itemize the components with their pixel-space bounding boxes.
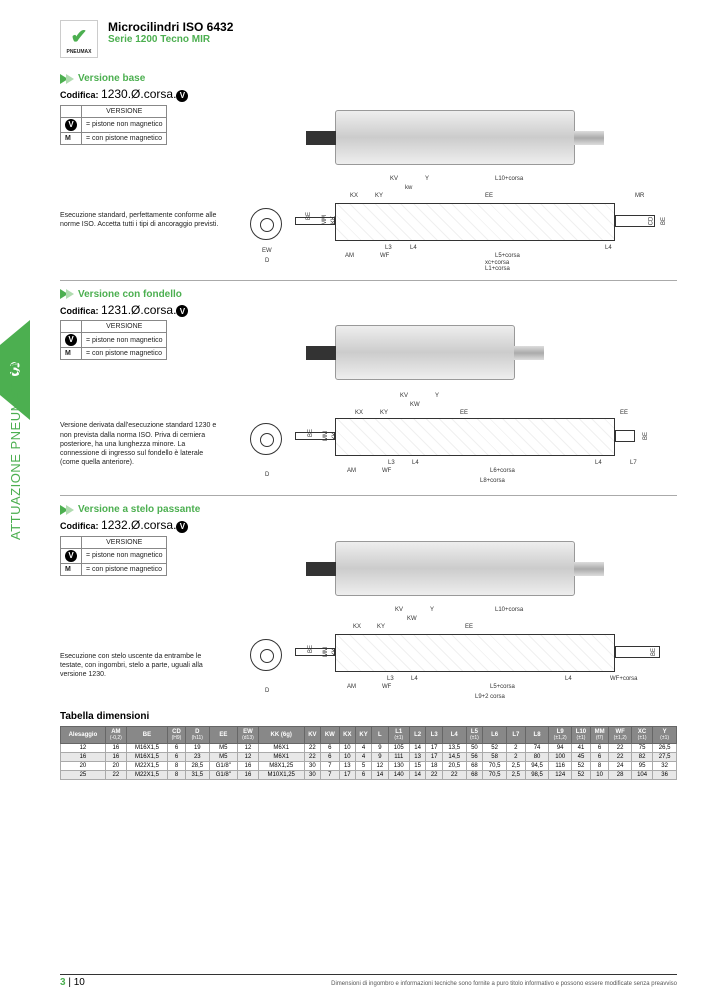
table-header: L5(±1) [466, 726, 483, 743]
brand-logo: ✔ PNEUMAX [60, 20, 98, 58]
page-subtitle: Serie 1200 Tecno MIR [108, 34, 233, 45]
section-title: Versione con fondello [78, 289, 182, 300]
v-badge-icon: V [176, 90, 188, 102]
section-description: Versione derivata dall'esecuzione standa… [60, 421, 220, 466]
version-table: VERSIONE V= pistone non magnetico M= con… [60, 320, 167, 360]
table-row: 1616M16X1,5623M512M6X12261049111131714,5… [61, 752, 677, 761]
table-header: KK (6g) [258, 726, 304, 743]
technical-diagram: KV Y L10+corsa kw KX KY EE MR BE MM KK C… [235, 173, 677, 268]
table-header: BE [126, 726, 167, 743]
table-header: D(h11) [186, 726, 210, 743]
table-header: CD(H9) [168, 726, 186, 743]
table-header: KX [339, 726, 356, 743]
accent-triangle-top [0, 320, 30, 345]
table-header: MM(f7) [590, 726, 608, 743]
logo-text: PNEUMAX [66, 49, 91, 55]
v-badge-icon: V [176, 305, 188, 317]
section-versione-base: Versione base Codifica: 1230.Ø.corsa.V V… [60, 73, 677, 268]
section-description: Esecuzione con stelo uscente da entrambe… [60, 652, 220, 679]
table-row: 2020M22X1,5828,5G1/8"16M8X1,253071351213… [61, 761, 677, 770]
v-badge-icon: V [176, 521, 188, 533]
table-header: WF(±1,2) [609, 726, 632, 743]
version-table: VERSIONE V= pistone non magnetico M= con… [60, 536, 167, 576]
product-photo [335, 110, 575, 165]
logo-icon: ✔ [71, 24, 88, 49]
table-header: L [372, 726, 389, 743]
dim-table-title: Tabella dimensioni [60, 711, 677, 722]
arrow-icon [66, 74, 74, 84]
table-header: Alesaggio [61, 726, 106, 743]
codifica-label: Codifica: [60, 306, 99, 316]
table-header: L1(±1) [388, 726, 409, 743]
page-header: ✔ PNEUMAX Microcilindri ISO 6432 Serie 1… [60, 20, 677, 58]
codifica-label: Codifica: [60, 90, 99, 100]
section-divider [60, 495, 677, 496]
table-header: EW(d13) [238, 726, 259, 743]
version-table: VERSIONE V= pistone non magnetico M= con… [60, 105, 167, 145]
dimensions-table: AlesaggioAM(-0,2)BECD(H9)D(h11)EEEW(d13)… [60, 726, 677, 780]
arrow-icon [66, 289, 74, 299]
technical-diagram: KV Y KW KX KY EE EE BE MM KK BE L3 L4 L4… [235, 388, 677, 483]
product-photo [335, 541, 575, 596]
vertical-section-label: ATTUAZIONE PNEUMATICA [8, 360, 23, 540]
table-row: 1216M16X1,5619M512M6X12261049105141713,5… [61, 743, 677, 752]
table-header: KW [321, 726, 339, 743]
technical-diagram: KV Y L10+corsa KW KX KY EE BE MM KK BE L… [235, 604, 677, 699]
codifica-label: Codifica: [60, 521, 99, 531]
arrow-icon [66, 505, 74, 515]
section-versione-stelo: Versione a stelo passante Codifica: 1232… [60, 504, 677, 699]
table-header: L4 [442, 726, 466, 743]
table-header: KY [356, 726, 372, 743]
page-title: Microcilindri ISO 6432 [108, 20, 233, 34]
section-title: Versione base [78, 73, 145, 84]
codifica-value: 1231.Ø.corsa. [101, 303, 176, 317]
table-header: L3 [426, 726, 443, 743]
table-header: EE [209, 726, 237, 743]
table-header: L9(±1,2) [549, 726, 572, 743]
footer-page-num: 10 [74, 977, 85, 988]
product-photo [335, 325, 515, 380]
section-title: Versione a stelo passante [78, 504, 200, 515]
table-header: L7 [506, 726, 525, 743]
section-description: Esecuzione standard, perfettamente confo… [60, 211, 220, 229]
codifica-value: 1230.Ø.corsa. [101, 87, 176, 101]
codifica-value: 1232.Ø.corsa. [101, 518, 176, 532]
table-header: L10(±1) [572, 726, 591, 743]
table-row: 2522M22X1,5831,5G1/8"16M10X1,25307176141… [61, 770, 677, 779]
table-header: XC(±1) [631, 726, 652, 743]
table-header: L8 [525, 726, 549, 743]
section-divider [60, 280, 677, 281]
table-header: Y(±1) [653, 726, 677, 743]
section-versione-fondello: Versione con fondello Codifica: 1231.Ø.c… [60, 289, 677, 484]
footer-note: Dimensioni di ingombro e informazioni te… [331, 981, 677, 987]
table-header: L2 [409, 726, 426, 743]
table-header: AM(-0,2) [105, 726, 126, 743]
page-footer: 3 | 10 Dimensioni di ingombro e informaz… [60, 974, 677, 988]
table-header: L6 [483, 726, 507, 743]
table-header: KV [304, 726, 321, 743]
